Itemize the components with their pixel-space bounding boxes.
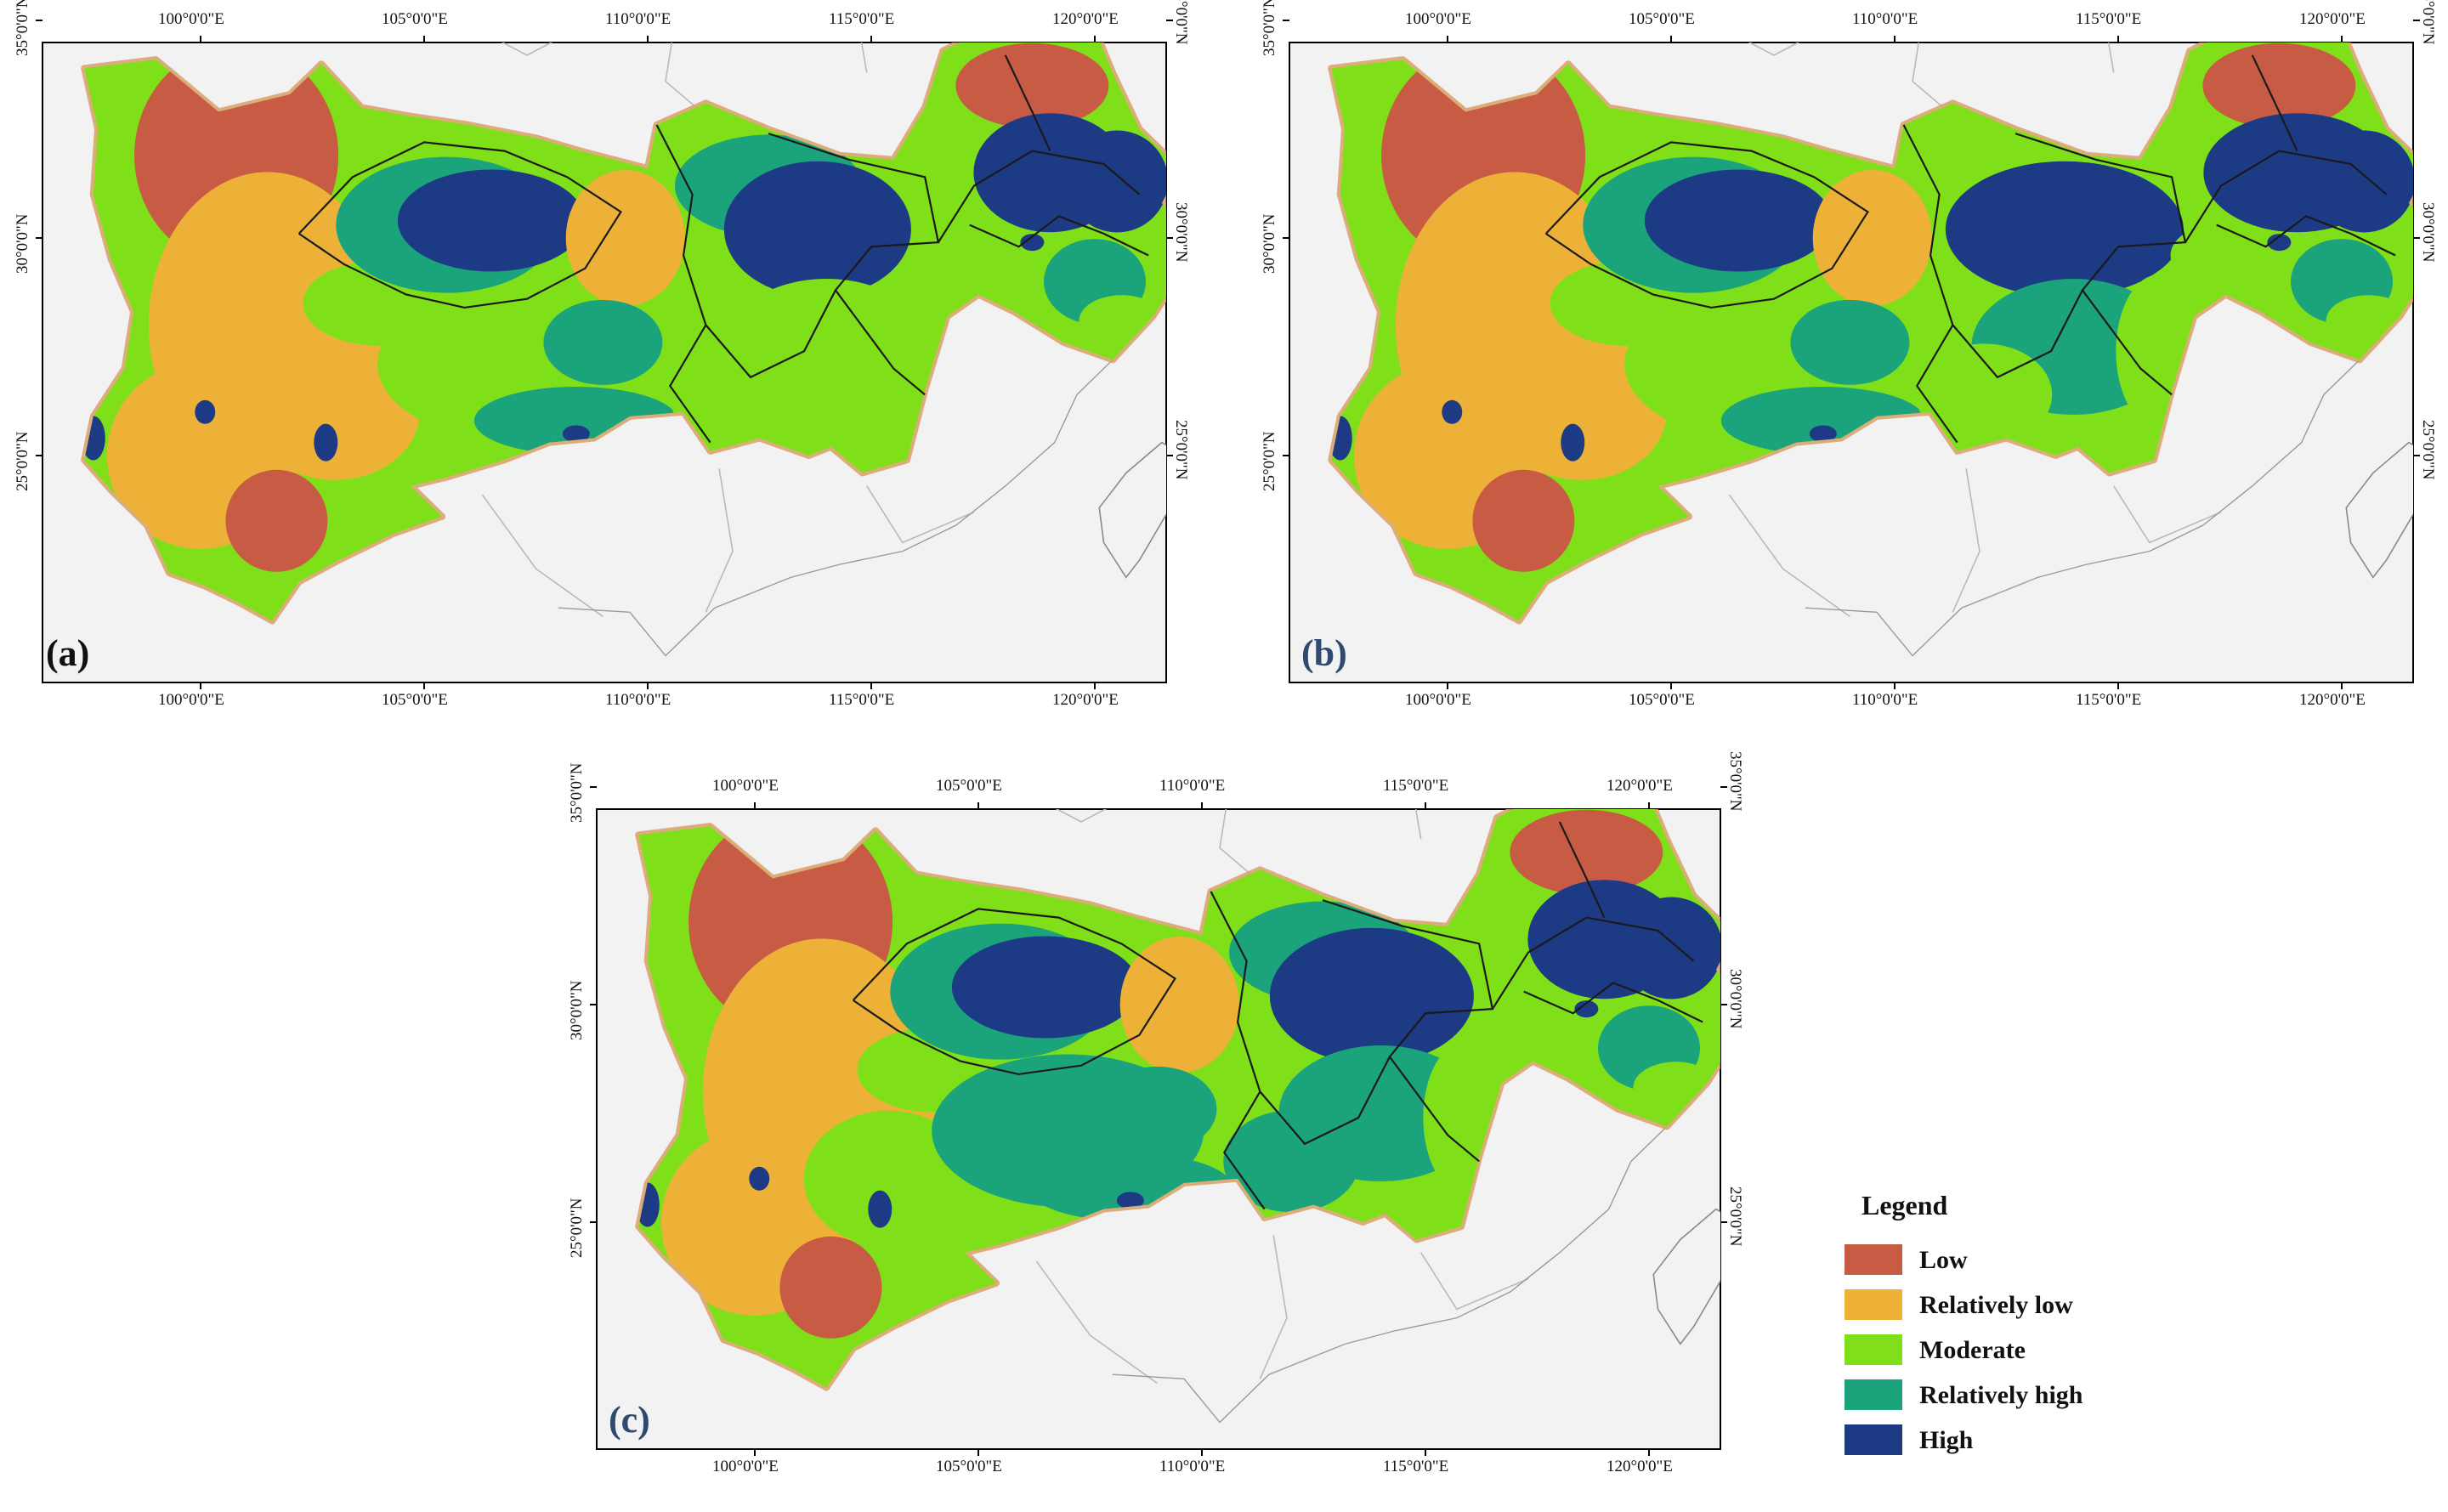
panel-label-c: (c) — [609, 1399, 650, 1441]
legend-label-relatively-high: Relatively high — [1919, 1381, 2083, 1409]
lat-label-left: 35°0'0"N — [1261, 0, 1278, 56]
map-panel-b: (b) 100°0'0"E 100°0'0"E 105°0'0"E 105°0'0"E… — [1261, 0, 2437, 709]
lon-label-top: 115°0'0"E — [2076, 10, 2142, 28]
map-panel-a: (a) 100°0'0"E 100°0'0"E 105°0'0"E 105°0'0"E… — [14, 0, 1190, 709]
lon-label-top: 100°0'0"E — [712, 777, 779, 795]
lon-label-top: 115°0'0"E — [1383, 777, 1449, 795]
lon-label-bottom: 100°0'0"E — [712, 1458, 779, 1475]
legend-swatch-moderate — [1844, 1334, 1902, 1365]
map-canvas-a — [36, 20, 1173, 689]
map-canvas-b — [1283, 20, 2420, 689]
legend-label-moderate: Moderate — [1919, 1336, 2026, 1364]
legend-swatch-relatively-high — [1844, 1379, 1902, 1410]
lat-label-left: 30°0'0"N — [14, 213, 31, 275]
lat-label-left: 25°0'0"N — [568, 1198, 586, 1259]
lon-label-bottom: 110°0'0"E — [605, 691, 672, 709]
lon-label-bottom: 120°0'0"E — [1052, 691, 1119, 709]
lat-label-left: 30°0'0"N — [568, 980, 586, 1041]
lon-label-top: 120°0'0"E — [1052, 10, 1119, 28]
lon-label-bottom: 115°0'0"E — [829, 691, 895, 709]
lon-label-top: 105°0'0"E — [936, 777, 1002, 795]
lon-label-top: 120°0'0"E — [1606, 777, 1673, 795]
lon-label-bottom: 120°0'0"E — [2299, 691, 2366, 709]
lat-label-right: 30°0'0"N — [1726, 969, 1744, 1029]
lon-label-bottom: 115°0'0"E — [1383, 1458, 1449, 1475]
lon-label-bottom: 110°0'0"E — [1852, 691, 1918, 709]
lon-label-bottom: 105°0'0"E — [1629, 691, 1695, 709]
lat-label-right: 30°0'0"N — [1172, 202, 1190, 263]
legend-label-high: High — [1919, 1426, 1974, 1454]
lat-label-right: 25°0'0"N — [1172, 420, 1190, 480]
panel-label-b: (b) — [1301, 632, 1347, 674]
lon-label-bottom: 110°0'0"E — [1159, 1458, 1226, 1475]
lon-label-top: 105°0'0"E — [1629, 10, 1695, 28]
lon-label-bottom: 115°0'0"E — [2076, 691, 2142, 709]
legend-swatch-low — [1844, 1244, 1902, 1275]
lat-label-left: 25°0'0"N — [1261, 431, 1278, 492]
lon-label-top: 110°0'0"E — [605, 10, 672, 28]
lat-label-right: 35°0'0"N — [2419, 0, 2437, 45]
lat-label-right: 35°0'0"N — [1172, 0, 1190, 45]
map-canvas-c — [590, 786, 1727, 1456]
lon-label-top: 110°0'0"E — [1159, 777, 1226, 795]
lat-label-right: 35°0'0"N — [1726, 751, 1744, 812]
lon-label-top: 100°0'0"E — [158, 10, 224, 28]
map-panel-c: (c) 100°0'0"E 100°0'0"E 105°0'0"E 105°0'0"E… — [568, 751, 1744, 1475]
lon-label-top: 105°0'0"E — [382, 10, 448, 28]
lon-label-bottom: 120°0'0"E — [1606, 1458, 1673, 1475]
legend-swatch-high — [1844, 1424, 1902, 1455]
lat-label-left: 30°0'0"N — [1261, 213, 1278, 275]
lon-label-top: 100°0'0"E — [1405, 10, 1471, 28]
lon-label-top: 115°0'0"E — [829, 10, 895, 28]
panel-label-a: (a) — [46, 632, 90, 674]
lon-label-top: 110°0'0"E — [1852, 10, 1918, 28]
lat-label-right: 25°0'0"N — [2419, 420, 2437, 480]
lon-label-bottom: 105°0'0"E — [936, 1458, 1002, 1475]
lat-label-right: 30°0'0"N — [2419, 202, 2437, 263]
legend-label-low: Low — [1919, 1246, 1968, 1274]
lon-label-top: 120°0'0"E — [2299, 10, 2366, 28]
legend-title: Legend — [1862, 1190, 1948, 1220]
lat-label-left: 35°0'0"N — [14, 0, 31, 56]
lat-label-left: 25°0'0"N — [14, 431, 31, 492]
lon-label-bottom: 100°0'0"E — [1405, 691, 1471, 709]
lon-label-bottom: 105°0'0"E — [382, 691, 448, 709]
lon-label-bottom: 100°0'0"E — [158, 691, 224, 709]
legend-label-relatively-low: Relatively low — [1919, 1291, 2073, 1319]
legend-swatch-relatively-low — [1844, 1289, 1902, 1320]
lat-label-left: 35°0'0"N — [568, 762, 586, 824]
lat-label-right: 25°0'0"N — [1726, 1186, 1744, 1247]
